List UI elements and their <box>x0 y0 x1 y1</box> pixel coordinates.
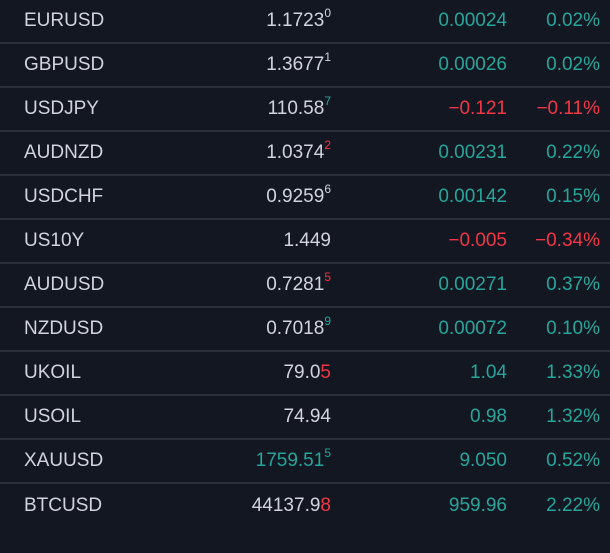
price-last-digit: 8 <box>320 495 331 516</box>
change-percent: 0.22% <box>546 142 600 163</box>
price-main: 1.3677 <box>266 54 325 75</box>
last-price: 74.94 <box>283 406 331 428</box>
price-main: 74.94 <box>283 406 331 427</box>
price-main: 1.449 <box>283 230 331 251</box>
watchlist-row-usdjpy[interactable]: USDJPY 110.587 −0.121 −0.11% <box>0 88 610 132</box>
price-last-digit: 5 <box>324 269 331 284</box>
symbol-label: NZDUSD <box>24 318 104 339</box>
symbol-label: US10Y <box>24 230 85 251</box>
watchlist-row-btcusd[interactable]: BTCUSD 44137.98 959.96 2.22% <box>0 484 610 528</box>
price-main: 110.58 <box>267 98 325 119</box>
change-percent: 0.10% <box>546 318 600 339</box>
change-percent: 0.15% <box>546 186 600 207</box>
change-percent: 0.52% <box>546 450 600 471</box>
change-value: 0.00072 <box>438 318 507 339</box>
change-value: 9.050 <box>459 450 507 471</box>
symbol-label: USDCHF <box>24 186 104 207</box>
price-main: 0.7281 <box>266 274 325 295</box>
price-main: 44137.9 <box>251 495 321 516</box>
price-last-digit: 0 <box>324 5 331 20</box>
watchlist-row-us10y[interactable]: US10Y 1.449 −0.005 −0.34% <box>0 220 610 264</box>
last-price: 1.17230 <box>266 7 331 32</box>
change-value: 0.00026 <box>438 54 507 75</box>
price-main: 79.0 <box>283 362 321 383</box>
price-last-digit: 1 <box>324 49 331 64</box>
change-percent: −0.11% <box>536 98 600 119</box>
change-percent: 2.22% <box>546 495 600 516</box>
price-last-digit: 5 <box>320 362 331 383</box>
last-price: 110.587 <box>267 95 331 120</box>
price-main: 0.7018 <box>266 318 325 339</box>
symbol-label: USOIL <box>24 406 82 427</box>
price-last-digit: 6 <box>324 181 331 196</box>
price-main: 1.1723 <box>266 10 325 31</box>
change-percent: 0.02% <box>546 10 600 31</box>
price-last-digit: 7 <box>324 93 331 108</box>
change-value: 1.04 <box>470 362 507 383</box>
change-percent: −0.34% <box>535 230 600 251</box>
last-price: 1.449 <box>283 230 331 252</box>
watchlist-row-ukoil[interactable]: UKOIL 79.05 1.04 1.33% <box>0 352 610 396</box>
last-price: 44137.98 <box>252 495 331 517</box>
change-percent: 1.33% <box>546 362 600 383</box>
watchlist-row-usoil[interactable]: USOIL 74.94 0.98 1.32% <box>0 396 610 440</box>
change-value: 0.98 <box>470 406 507 427</box>
watchlist-row-audusd[interactable]: AUDUSD 0.72815 0.00271 0.37% <box>0 264 610 308</box>
symbol-label: UKOIL <box>24 362 82 383</box>
watchlist-row-eurusd[interactable]: EURUSD 1.17230 0.00024 0.02% <box>0 0 610 44</box>
price-last-digit: 5 <box>324 445 331 460</box>
last-price: 1.36771 <box>266 51 331 76</box>
watchlist-row-nzdusd[interactable]: NZDUSD 0.70189 0.00072 0.10% <box>0 308 610 352</box>
price-main: 0.9259 <box>266 186 325 207</box>
change-percent: 0.02% <box>546 54 600 75</box>
symbol-label: EURUSD <box>24 10 105 31</box>
change-value: −0.121 <box>448 98 507 119</box>
price-main: 1759.51 <box>255 450 325 471</box>
price-last-digit: 9 <box>324 313 331 328</box>
symbol-label: BTCUSD <box>24 495 103 516</box>
last-price: 1.03742 <box>266 139 331 164</box>
price-main: 1.0374 <box>266 142 325 163</box>
change-percent: 1.32% <box>546 406 600 427</box>
last-price: 0.72815 <box>266 271 331 296</box>
last-price: 1759.515 <box>255 447 331 472</box>
symbol-label: GBPUSD <box>24 54 105 75</box>
change-value: −0.005 <box>448 230 507 251</box>
change-value: 0.00271 <box>438 274 507 295</box>
symbol-label: XAUUSD <box>24 450 104 471</box>
last-price: 79.05 <box>283 362 331 384</box>
symbol-label: AUDUSD <box>24 274 105 295</box>
change-value: 0.00142 <box>438 186 507 207</box>
last-price: 0.92596 <box>266 183 331 208</box>
change-value: 0.00231 <box>438 142 507 163</box>
watchlist-row-usdchf[interactable]: USDCHF 0.92596 0.00142 0.15% <box>0 176 610 220</box>
change-percent: 0.37% <box>546 274 600 295</box>
symbol-label: USDJPY <box>24 98 99 119</box>
watchlist-row-gbpusd[interactable]: GBPUSD 1.36771 0.00026 0.02% <box>0 44 610 88</box>
change-value: 0.00024 <box>438 10 507 31</box>
watchlist-row-xauusd[interactable]: XAUUSD 1759.515 9.050 0.52% <box>0 440 610 484</box>
last-price: 0.70189 <box>266 315 331 340</box>
change-value: 959.96 <box>448 495 507 516</box>
symbol-label: AUDNZD <box>24 142 104 163</box>
price-last-digit: 2 <box>324 137 331 152</box>
watchlist-row-audnzd[interactable]: AUDNZD 1.03742 0.00231 0.22% <box>0 132 610 176</box>
